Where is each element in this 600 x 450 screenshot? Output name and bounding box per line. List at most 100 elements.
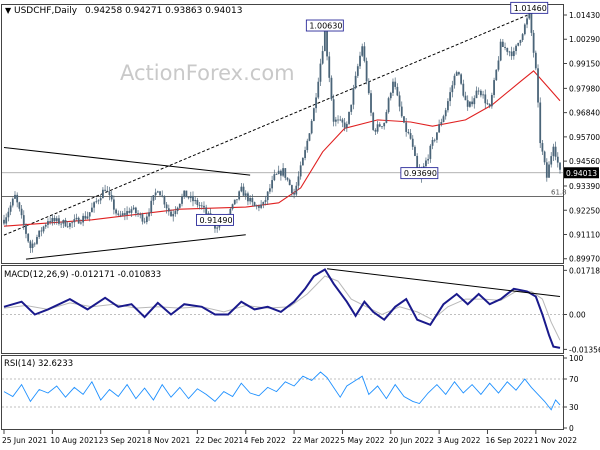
candle-body [216, 227, 219, 229]
candle-body [110, 194, 113, 200]
candle-body [176, 207, 179, 212]
candle-body [77, 217, 80, 224]
candle-body [299, 165, 302, 177]
candle-body [253, 202, 256, 207]
candle-body [414, 146, 416, 156]
candle-body [262, 201, 265, 205]
candle-body [534, 52, 537, 69]
rsi-label: RSI(14) 32.6233 [4, 359, 73, 369]
candle-body [416, 155, 419, 168]
fib-level-label: 61.8 [551, 188, 567, 196]
price-annotation-box-0 [510, 1, 549, 14]
x-tick-label-8: 20 Jun 2022 [389, 436, 434, 445]
candle-body [91, 207, 93, 213]
candle-body [523, 24, 526, 35]
candle-body [104, 189, 106, 191]
candle-body [350, 104, 353, 112]
candle-body [530, 11, 533, 33]
candle-body [473, 98, 476, 105]
candle-body [187, 197, 190, 199]
candle-body [332, 99, 335, 122]
candle-body [156, 191, 159, 193]
candle-body [455, 72, 458, 76]
price-labels: 1.01460 1.00630 0.93690 0.91490 0.94013 [196, 1, 599, 226]
candle-body [115, 209, 117, 214]
macd-divergence-line [326, 268, 561, 298]
candle-body [277, 170, 280, 175]
candle-body [51, 217, 54, 223]
candle-body [134, 207, 137, 214]
candle-body [440, 122, 443, 125]
candle-body [447, 101, 449, 111]
candle-body [499, 41, 502, 61]
price-y-tick-label-10: 0.89970 [569, 255, 600, 264]
x-tick-label-1: 10 Aug 2021 [50, 436, 98, 445]
candle-body [75, 217, 78, 220]
candle-body [99, 198, 102, 201]
candle-body [427, 158, 430, 161]
candle-body [554, 146, 557, 157]
candle-body [128, 211, 131, 213]
candle-body [458, 72, 460, 75]
macd-y-tick-label-0: 0.017181 [569, 266, 600, 275]
candle-body [69, 223, 71, 227]
candle-body [44, 224, 47, 227]
candle-body [18, 202, 21, 209]
candle-body [280, 170, 282, 176]
candle-body [3, 219, 5, 224]
candle-body [49, 221, 52, 223]
moving-average-line [3, 70, 561, 227]
candle-body [80, 222, 82, 224]
candle-body [479, 90, 482, 96]
candle-body [53, 217, 56, 221]
candle-body [431, 139, 434, 146]
candle-body [521, 34, 524, 41]
candle-body [55, 218, 58, 221]
candle-body [471, 101, 473, 105]
candle-body [108, 191, 111, 195]
price-y-tick-label-8: 0.92250 [569, 206, 600, 215]
candle-body [198, 205, 201, 206]
candle-body [14, 194, 16, 199]
candle-body [396, 86, 399, 96]
candle-body [251, 198, 254, 203]
candle-body [372, 112, 375, 130]
candle-body [233, 199, 236, 205]
candle-body [82, 215, 85, 223]
candle-body [528, 11, 531, 19]
candle-body [429, 145, 432, 159]
price-y-tick-label-3: 0.97980 [569, 84, 600, 93]
candle-body [501, 41, 504, 47]
candle-body [119, 214, 122, 216]
candle-body [556, 156, 559, 163]
candle-body [438, 124, 441, 133]
candle-body [385, 112, 388, 123]
candle-body [33, 243, 36, 245]
candle-body [468, 101, 471, 107]
candle-body [106, 190, 109, 192]
x-tick-label-3: 8 Nov 2021 [147, 436, 190, 445]
rsi-y-tick-label-3: 0 [569, 424, 574, 433]
rsi-y-tick-label-2: 30 [569, 403, 579, 412]
candle-body [539, 102, 542, 144]
candle-body [477, 90, 480, 92]
candle-body [132, 207, 135, 210]
rsi-layer: 100 70 30 0 [2, 354, 584, 433]
candle-body [475, 90, 478, 99]
candle-body [181, 196, 183, 204]
candle-body [550, 156, 553, 165]
candle-body [436, 132, 438, 140]
candle-body [5, 217, 8, 224]
candle-body [97, 200, 100, 202]
candle-body [7, 211, 10, 218]
candle-body [442, 116, 445, 123]
candle-body [409, 133, 412, 139]
candle-body [247, 193, 249, 202]
candle-body [510, 51, 513, 57]
candle-body [161, 195, 164, 197]
candle-body [27, 233, 30, 242]
candle-body [405, 122, 408, 132]
price-panel-frame [1, 4, 564, 264]
candle-body [466, 100, 469, 107]
candle-body [482, 94, 484, 96]
